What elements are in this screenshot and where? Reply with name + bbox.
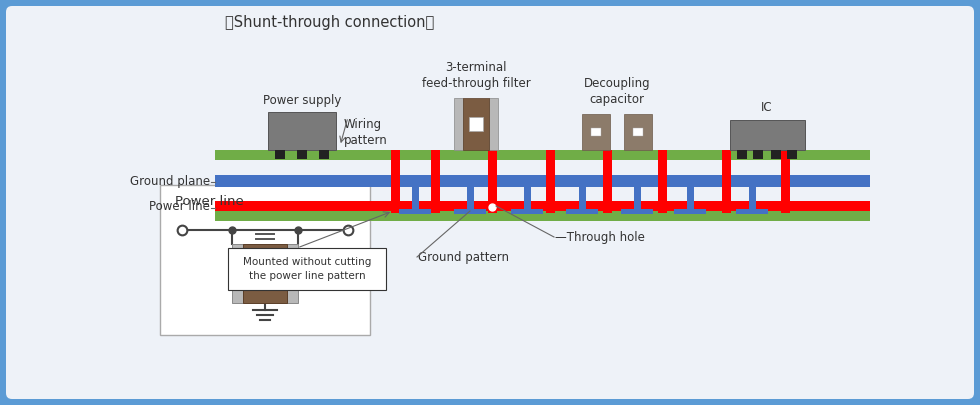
Text: —Through hole: —Through hole xyxy=(555,230,645,243)
Bar xyxy=(412,187,419,209)
Bar xyxy=(674,209,706,214)
Bar xyxy=(215,175,870,187)
Bar xyxy=(633,128,643,136)
Bar xyxy=(546,150,555,213)
Bar xyxy=(467,187,474,209)
Bar xyxy=(749,187,756,209)
Bar xyxy=(391,150,400,213)
Text: Power supply: Power supply xyxy=(263,94,341,107)
Bar xyxy=(215,201,870,213)
Bar xyxy=(722,150,731,213)
Bar xyxy=(687,187,694,209)
Text: Wiring
pattern: Wiring pattern xyxy=(344,118,388,147)
Bar xyxy=(469,117,483,131)
Bar xyxy=(232,244,243,303)
Text: Ground pattern: Ground pattern xyxy=(418,251,509,264)
FancyBboxPatch shape xyxy=(6,6,974,399)
Text: Decoupling
capacitor: Decoupling capacitor xyxy=(584,77,651,106)
Bar xyxy=(603,150,612,213)
Text: Power line: Power line xyxy=(175,195,244,208)
Bar xyxy=(319,150,329,159)
Bar xyxy=(787,150,797,159)
Bar xyxy=(591,128,601,136)
Text: 《Shunt-through connection》: 《Shunt-through connection》 xyxy=(225,15,434,30)
Bar xyxy=(228,248,386,290)
Text: Power line: Power line xyxy=(149,200,210,213)
Bar xyxy=(511,209,543,214)
Bar xyxy=(753,150,763,159)
Bar xyxy=(624,114,652,150)
Bar xyxy=(489,98,498,150)
Bar xyxy=(215,211,870,221)
Bar xyxy=(454,209,486,214)
Text: Ground plane: Ground plane xyxy=(130,175,210,188)
Bar xyxy=(463,98,489,150)
Bar xyxy=(243,244,287,303)
Bar xyxy=(454,98,463,150)
Bar xyxy=(621,209,653,214)
Bar xyxy=(730,120,805,150)
Bar xyxy=(771,150,781,159)
Text: Mounted without cutting
the power line pattern: Mounted without cutting the power line p… xyxy=(243,258,371,281)
Text: IC: IC xyxy=(761,101,773,114)
Bar xyxy=(579,187,586,209)
Bar xyxy=(297,150,307,159)
Bar xyxy=(658,150,667,213)
Bar xyxy=(488,150,497,213)
Bar xyxy=(737,150,747,159)
Text: 3-terminal
feed-through filter: 3-terminal feed-through filter xyxy=(421,61,530,90)
Bar xyxy=(215,150,870,160)
Bar xyxy=(524,187,531,209)
Bar xyxy=(781,150,790,213)
Bar xyxy=(431,150,440,213)
Bar xyxy=(160,185,370,335)
Bar xyxy=(582,114,610,150)
Bar xyxy=(268,112,336,150)
Bar xyxy=(399,209,431,214)
Bar xyxy=(566,209,598,214)
Bar xyxy=(257,266,273,281)
Bar xyxy=(287,244,298,303)
Bar xyxy=(736,209,768,214)
Bar xyxy=(275,150,285,159)
Bar xyxy=(634,187,641,209)
